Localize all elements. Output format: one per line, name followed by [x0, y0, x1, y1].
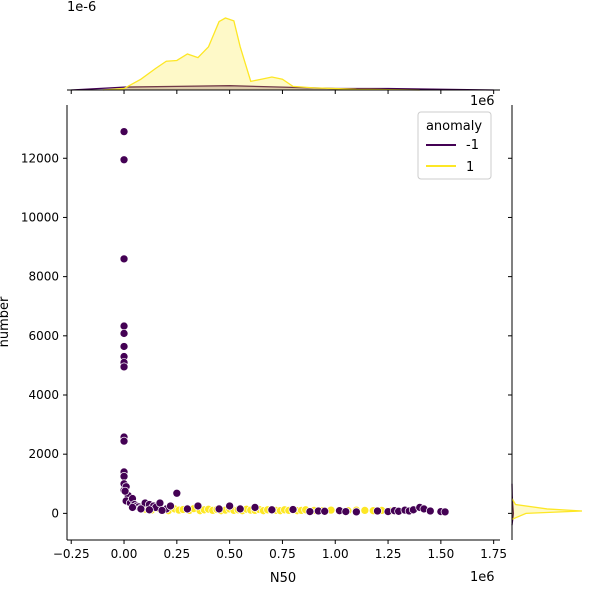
- scatter-point-neg1: [341, 507, 351, 516]
- legend-label-1: 1: [466, 160, 474, 175]
- scatter-point-neg1: [214, 504, 224, 514]
- top-density-fill-1: [102, 18, 420, 90]
- right-density-line-1: [511, 498, 583, 520]
- scatter-point-neg1: [136, 504, 146, 514]
- scatter-point-neg1: [193, 501, 203, 511]
- scatter-point-neg1: [425, 506, 435, 516]
- scatter-point-neg1: [288, 505, 298, 514]
- scatter-point-neg1: [320, 506, 330, 516]
- scatter-point-neg1: [119, 321, 129, 331]
- legend-title: anomaly: [426, 119, 482, 134]
- x-tick-label: 1.00: [322, 547, 349, 561]
- scatter-point-neg1: [172, 488, 182, 498]
- y-tick-label: 2000: [28, 447, 59, 461]
- scatter-point-neg1: [119, 155, 129, 165]
- top-density-line-1: [102, 17, 420, 91]
- scatter-points: [119, 127, 450, 517]
- y-axis-label: number: [0, 296, 12, 347]
- scatter-point-neg1: [373, 506, 382, 516]
- scatter-point-neg1: [119, 254, 129, 264]
- y-tick-label: 10000: [21, 210, 59, 224]
- scatter-point-neg1: [119, 362, 129, 372]
- scatter-point-neg1: [119, 342, 129, 351]
- scatter-point-neg1: [120, 486, 130, 496]
- y-axis: 0 2000 4000 6000 8000 10000 12000: [21, 151, 512, 520]
- x-offset-label: 1e6: [470, 570, 495, 585]
- y-tick-label: 12000: [21, 151, 59, 165]
- x-tick-label: 1.25: [375, 547, 402, 561]
- x-tick-label: 0.75: [269, 547, 296, 561]
- scatter-point-1: [360, 506, 370, 515]
- scatter-point-neg1: [183, 504, 192, 514]
- scatter-point-neg1: [119, 472, 129, 481]
- x-axis: −0.25 0.00 0.25 0.50 0.75 1.00 1.25 1.50 1.75: [53, 90, 507, 561]
- scatter-point-neg1: [157, 506, 167, 515]
- scatter-point-neg1: [352, 507, 361, 517]
- scatter-point-neg1: [128, 503, 137, 512]
- right-marginal-density: [511, 483, 583, 526]
- scatter-point-neg1: [119, 436, 129, 446]
- scatter-point-neg1: [440, 507, 450, 517]
- scatter-point-neg1: [267, 505, 277, 515]
- x-tick-label: 0.50: [216, 547, 243, 561]
- scatter-point-neg1: [155, 498, 165, 508]
- scatter-point-neg1: [305, 507, 315, 516]
- scatter-point-neg1: [225, 501, 234, 511]
- scatter-point-neg1: [250, 503, 260, 512]
- scatter-point-neg1: [145, 505, 154, 515]
- y-tick-label: 0: [51, 506, 59, 520]
- scatter-point-neg1: [166, 501, 175, 511]
- right-offset-label: 1e6: [470, 94, 495, 109]
- y-tick-label: 8000: [28, 270, 59, 284]
- scatter-point-neg1: [235, 504, 245, 514]
- legend: anomaly -1 1: [417, 111, 492, 180]
- y-tick-label: 6000: [28, 329, 59, 343]
- top-offset-label: 1e-6: [67, 0, 96, 15]
- top-marginal-density: [71, 17, 494, 91]
- x-tick-label: 0.00: [111, 547, 138, 561]
- scatter-point-neg1: [119, 127, 129, 136]
- top-density-line-neg1: [71, 85, 494, 91]
- scatter-point-neg1: [119, 329, 129, 338]
- y-tick-label: 4000: [28, 388, 59, 402]
- x-axis-label: N50: [270, 571, 296, 586]
- legend-label-neg1: -1: [466, 138, 479, 153]
- x-tick-label: 0.25: [163, 547, 190, 561]
- x-tick-label: 1.50: [427, 547, 454, 561]
- x-tick-label: 1.75: [480, 547, 507, 561]
- x-tick-label: −0.25: [53, 547, 90, 561]
